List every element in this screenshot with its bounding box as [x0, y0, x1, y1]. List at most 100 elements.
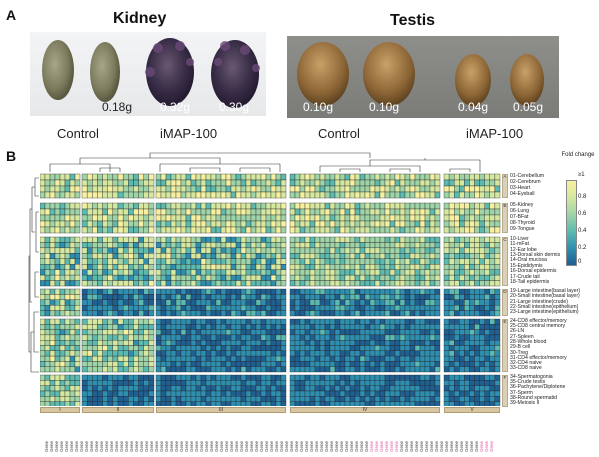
kidney-photo [30, 32, 266, 116]
heatmap-cell [170, 258, 177, 265]
heatmap-cell [409, 334, 416, 341]
heatmap-cell [419, 208, 426, 216]
heatmap-cell [484, 334, 490, 341]
heatmap-cell [92, 208, 98, 216]
heatmap-cell [374, 264, 381, 270]
heatmap-cell [210, 390, 217, 397]
heatmap-cell [334, 173, 341, 181]
heatmap-cell [334, 208, 341, 216]
heatmap-cell [379, 345, 386, 351]
heatmap-cell [299, 294, 306, 300]
heatmap-cell [165, 288, 172, 295]
heatmap-cell [69, 208, 76, 216]
heatmap-cell [107, 202, 114, 210]
heatmap-cell [155, 202, 162, 210]
heatmap-cell [324, 236, 331, 243]
heatmap-cell [180, 366, 187, 373]
heatmap-cell [448, 324, 455, 330]
heatmap-cell [294, 185, 301, 193]
heatmap-cell [484, 242, 490, 249]
heatmap-cell [210, 280, 217, 287]
heatmap-cell [155, 318, 162, 325]
heatmap-cell [200, 340, 207, 346]
heatmap-cell [245, 385, 252, 392]
heatmap-cell [419, 374, 426, 381]
heatmap-cell [107, 380, 114, 386]
heatmap-cell [359, 226, 366, 234]
heatmap-cell [185, 334, 192, 341]
heatmap-cell [344, 390, 351, 397]
heatmap-cell [399, 396, 406, 402]
cluster-bar-iv: IV [290, 407, 440, 413]
heatmap-cell [235, 294, 242, 300]
heatmap-cell [394, 242, 401, 249]
heatmap-cell [225, 264, 232, 270]
heatmap-cell [200, 350, 207, 357]
heatmap-cell [443, 226, 450, 234]
heatmap-cell [260, 318, 267, 325]
heatmap-cell [369, 299, 376, 306]
heatmap-cell [210, 324, 217, 330]
heatmap-cell [190, 334, 197, 341]
heatmap-cell [59, 226, 66, 234]
heatmap-cell [349, 202, 356, 210]
heatmap-cell [92, 355, 98, 362]
heatmap-cell [304, 247, 311, 254]
heatmap-cell [92, 258, 98, 265]
heatmap-cell [69, 310, 76, 317]
heatmap-cell [107, 220, 114, 228]
heatmap-cell [429, 329, 436, 336]
heatmap-cell [230, 258, 237, 265]
heatmap-cell [64, 305, 71, 311]
heatmap-cell [464, 280, 470, 287]
heatmap-cell [479, 340, 485, 346]
heatmap-cell [265, 242, 272, 249]
heatmap-cell [175, 329, 182, 336]
heatmap-cell [314, 202, 321, 210]
heatmap-cell [265, 310, 272, 317]
heatmap-cell [448, 340, 455, 346]
heatmap-cell [265, 299, 272, 306]
heatmap-cell [354, 310, 361, 317]
heatmap-cell [344, 179, 351, 187]
heatmap-cell [49, 247, 56, 254]
heatmap-cell [54, 318, 61, 325]
heatmap-cell [117, 274, 124, 281]
heatmap-cell [255, 299, 262, 306]
testis-imap-1 [455, 54, 491, 106]
heatmap-cell [324, 179, 331, 187]
heatmap-cell [148, 305, 155, 311]
heatmap-cell [419, 299, 426, 306]
heatmap-cell [122, 385, 129, 392]
legend-tick-0-6: 0.6 [578, 211, 587, 217]
heatmap-cell [448, 299, 455, 306]
heatmap-cell [245, 318, 252, 325]
heatmap-cell [369, 274, 376, 281]
heatmap-cell [404, 299, 411, 306]
heatmap-cell [389, 185, 396, 193]
heatmap-cell [324, 288, 331, 295]
heatmap-cell [474, 280, 480, 287]
heatmap-cell [294, 380, 301, 386]
cluster-bar-ii: II [82, 407, 154, 413]
heatmap-cell [339, 396, 346, 402]
heatmap-cell [448, 366, 455, 373]
heatmap-cell [414, 324, 421, 330]
heatmap-cell [369, 396, 376, 402]
heatmap-cell [81, 318, 88, 325]
heatmap-cell [175, 253, 182, 259]
heatmap-cell [424, 380, 431, 386]
heatmap-cell [235, 226, 242, 234]
heatmap-cell [210, 242, 217, 249]
heatmap-cell [354, 345, 361, 351]
heatmap-cell [86, 280, 93, 287]
heatmap-cell [44, 269, 51, 276]
heatmap-cell [155, 350, 162, 357]
heatmap-cell [359, 258, 366, 265]
heatmap-cell [339, 361, 346, 367]
heatmap-cell [349, 242, 356, 249]
heatmap-cell [270, 385, 277, 392]
heatmap-cell [479, 318, 485, 325]
heatmap-cell [240, 269, 247, 276]
heatmap-cell [148, 185, 155, 193]
